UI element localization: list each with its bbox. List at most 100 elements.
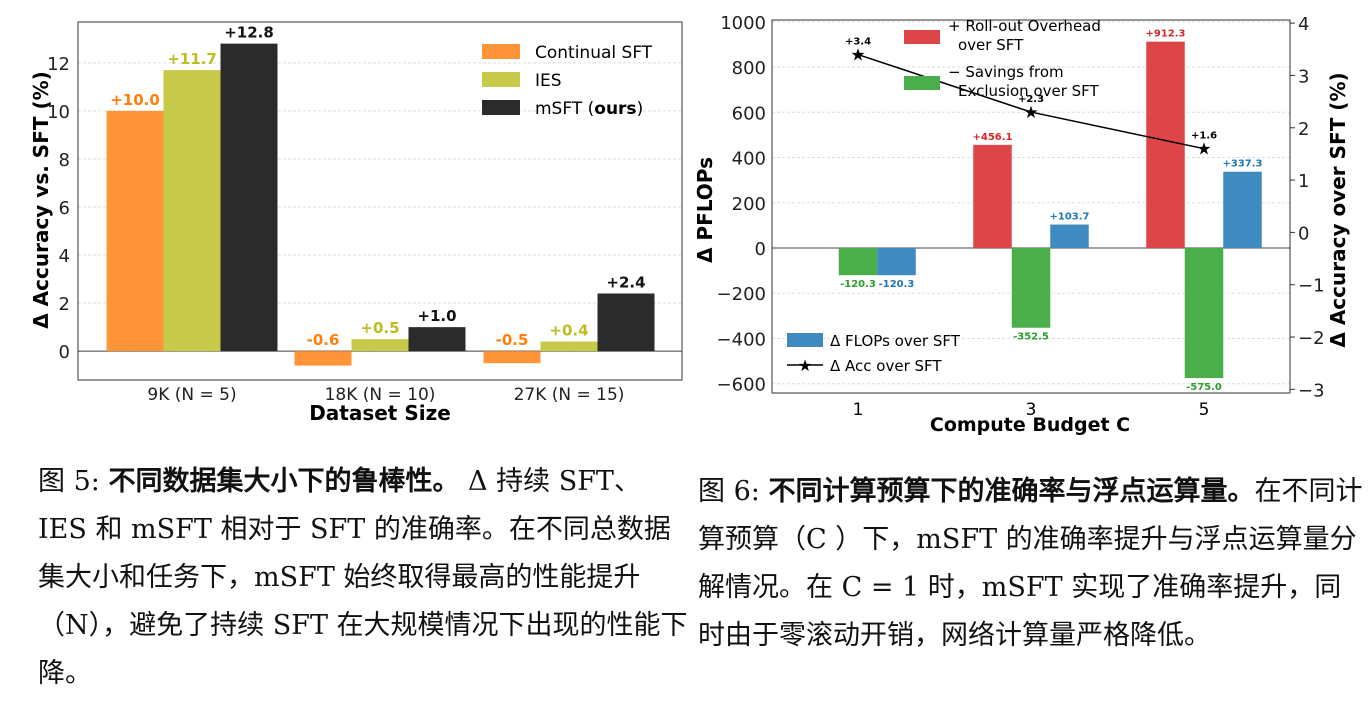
bar (1223, 171, 1262, 249)
data-label: -575.0 (1186, 382, 1222, 393)
y2-tick-label: 4 (1298, 14, 1309, 35)
bar (597, 293, 655, 352)
x-tick-label: 3 (1026, 400, 1037, 420)
legend-label: over SFT (958, 36, 1024, 54)
y2-tick-label: 0 (1298, 223, 1309, 244)
data-label: +456.1 (972, 132, 1012, 143)
x-tick-label: 27K (N = 15) (514, 385, 625, 405)
accuracy-line (857, 53, 1205, 150)
data-label: -120.3 (840, 279, 876, 290)
legend-label: − Savings from (948, 63, 1064, 81)
data-label: +12.8 (224, 24, 274, 42)
legend-swatch (904, 76, 940, 90)
y-tick-label: 10 (47, 102, 70, 123)
star-marker: ★ (850, 46, 865, 66)
bar (877, 248, 916, 276)
legend-label: Δ Acc over SFT (830, 357, 942, 375)
y-tick-label: 600 (732, 103, 766, 124)
data-label: -0.6 (307, 331, 340, 349)
y2-tick-label: 3 (1298, 66, 1309, 87)
bar (294, 351, 352, 366)
y-tick-label: 4 (59, 246, 70, 267)
data-label: +1.6 (1191, 131, 1217, 142)
data-label: -120.3 (879, 279, 915, 290)
legend-swatch (482, 44, 520, 59)
plot-frame (771, 19, 1291, 394)
y2-tick-label: 2 (1298, 119, 1309, 140)
plot-frame (77, 21, 683, 381)
data-label: +0.4 (549, 322, 588, 340)
data-label: +912.3 (1145, 29, 1185, 40)
y-axis-label: Δ Accuracy vs. SFT (%) (29, 71, 53, 329)
bar (106, 110, 164, 352)
x-tick-label: 5 (1199, 400, 1210, 420)
x-tick-label: 1 (853, 400, 864, 420)
caption-body: Δ 持续 SFT、IES 和 mSFT 相对于 SFT 的准确率。在不同总数据集… (38, 466, 688, 689)
data-label: +3.4 (845, 37, 871, 48)
y-tick-label: 200 (732, 194, 766, 215)
x-axis-label: Compute Budget C (930, 414, 1130, 436)
y-tick-label: 6 (59, 198, 70, 219)
legend-label: IES (535, 71, 562, 91)
legend-label: Δ FLOPs over SFT (830, 332, 961, 350)
y-tick-label: −600 (717, 375, 766, 396)
star-marker: ★ (1023, 103, 1038, 123)
y-tick-label: 2 (59, 294, 70, 315)
y-tick-label: 0 (59, 342, 70, 363)
x-axis-label: Dataset Size (309, 401, 451, 425)
x-tick-label: 9K (N = 5) (147, 385, 236, 405)
x-tick-label: 18K (N = 10) (325, 385, 436, 405)
caption-title: 不同数据集大小下的鲁棒性。 (108, 466, 460, 497)
y-tick-label: 1000 (720, 13, 766, 34)
y2-axis-label: Δ Accuracy over SFT (%) (1326, 72, 1350, 347)
legend-swatch (482, 100, 520, 115)
data-label: +10.0 (110, 91, 160, 109)
star-marker: ★ (1196, 140, 1211, 160)
data-label: +2.3 (1018, 94, 1044, 105)
y-tick-label: 400 (732, 149, 766, 170)
y2-tick-label: −2 (1298, 328, 1325, 349)
data-label: +0.5 (360, 319, 399, 337)
bar (838, 248, 878, 276)
bar (1011, 248, 1051, 328)
y2-tick-label: −3 (1298, 380, 1325, 401)
data-label: -352.5 (1013, 332, 1049, 343)
legend-label: mSFT (ours) (535, 99, 643, 119)
y2-tick-label: −1 (1298, 276, 1325, 297)
star-marker: ★ (798, 356, 812, 375)
data-label: -0.5 (496, 331, 529, 349)
figure-5-caption: 图 5: 不同数据集大小下的鲁棒性。 Δ 持续 SFT、IES 和 mSFT 相… (38, 458, 688, 698)
caption-label: 图 5: (38, 466, 109, 497)
bar (540, 341, 598, 352)
y-tick-label: 0 (755, 239, 766, 260)
legend-swatch (904, 30, 940, 44)
caption-label: 图 6: (698, 476, 769, 507)
data-label: +1.0 (417, 307, 456, 325)
bar (973, 144, 1012, 249)
bar (220, 43, 278, 352)
legend-swatch (482, 72, 520, 87)
caption-title: 不同计算预算下的准确率与浮点运算量。 (768, 476, 1255, 507)
data-label: +103.7 (1049, 212, 1089, 223)
caption-body: 在不同计算预算（C ）下，mSFT 的准确率提升与浮点运算量分解情况。在 C =… (698, 476, 1363, 651)
y-tick-label: −400 (717, 329, 766, 350)
bar (483, 351, 541, 364)
y-tick-label: 8 (59, 150, 70, 171)
y2-tick-label: 1 (1298, 171, 1309, 192)
bar (1050, 224, 1089, 249)
legend-label: Exclusion over SFT (958, 82, 1100, 100)
bar (408, 327, 466, 352)
bar (351, 339, 409, 352)
data-label: +2.4 (606, 274, 645, 292)
legend-swatch (787, 333, 823, 347)
bar (163, 70, 221, 352)
legend-label: + Roll-out Overhead (948, 17, 1101, 35)
bar (1146, 41, 1185, 249)
data-label: +11.7 (167, 50, 217, 68)
y-tick-label: 800 (732, 58, 766, 79)
bar (1184, 248, 1224, 379)
y-tick-label: −200 (717, 284, 766, 305)
y-axis-label: Δ PFLOPs (693, 157, 717, 263)
legend-label: Continual SFT (535, 43, 653, 63)
